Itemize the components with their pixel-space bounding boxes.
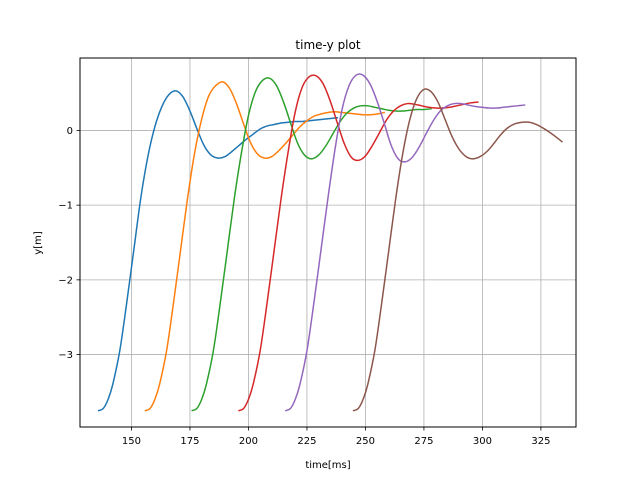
series-line-4 (238, 74, 479, 412)
grid-lines (80, 58, 576, 427)
plot-frame (79, 57, 577, 428)
x-tick-label: 150 (122, 436, 141, 447)
x-axis-ticks: 150 175 200 225 250 275 300 325 (122, 427, 550, 447)
x-tick-label: 325 (531, 436, 550, 447)
series-line-3 (191, 77, 432, 412)
y-tick-label: −1 (58, 201, 73, 212)
x-tick-label: 300 (473, 436, 492, 447)
y-tick-label: −2 (58, 275, 73, 286)
chart-title: time-y plot (295, 38, 360, 52)
series-lines (97, 73, 564, 412)
series-line-1 (97, 90, 339, 412)
x-axis-label: time[ms] (305, 460, 350, 471)
x-tick-label: 250 (356, 436, 375, 447)
x-tick-label: 200 (239, 436, 258, 447)
series-line-2 (144, 81, 386, 412)
series-line-6 (352, 88, 564, 412)
x-tick-label: 175 (180, 436, 199, 447)
x-tick-label: 275 (414, 436, 433, 447)
x-tick-label: 225 (297, 436, 316, 447)
y-tick-label: 0 (67, 126, 73, 137)
y-tick-label: −3 (58, 350, 73, 361)
y-axis-label: y[m] (33, 231, 44, 255)
y-axis-ticks: −3 −2 −1 0 (58, 126, 80, 361)
